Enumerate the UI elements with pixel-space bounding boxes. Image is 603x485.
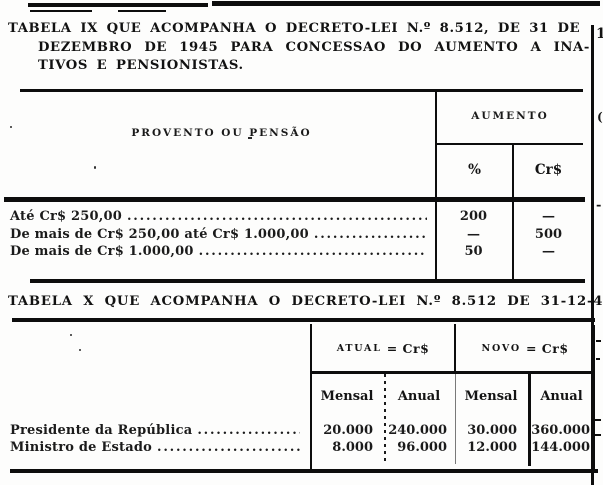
tabela10-bottom-rule [10, 469, 598, 473]
subheader-anual-novo: Anual [540, 388, 583, 404]
tabela10-groups-rule [310, 371, 595, 374]
tabela9-sub-divider [512, 145, 514, 280]
value-anual-novo: 144.000 [531, 439, 590, 455]
title-line: DEZEMBRO DE 1945 PARA CONCESSAO DO AUMEN… [38, 39, 590, 55]
group-header-atual: ATUAL = Cr$ [312, 325, 454, 371]
margin-mark: - [596, 198, 602, 213]
tabela9-header-rule [4, 197, 585, 202]
table-row: Até Cr$ 250,00 .........................… [8, 209, 585, 227]
margin-tick [595, 434, 601, 436]
tabela10-group-divider [454, 324, 456, 372]
margin-mark: ( [597, 110, 603, 124]
group-rest: = Cr$ [386, 340, 430, 356]
row-label-cell: Ministro de Estado .....................… [8, 440, 310, 457]
pct-value: — [467, 226, 480, 242]
tabela9-body: Até Cr$ 250,00 .........................… [8, 203, 585, 262]
value-anual-novo: 360.000 [531, 423, 590, 438]
row-label-cell: De mais de Cr$ 1.000,00 ................… [8, 244, 435, 262]
group-header-novo: NOVO = Cr$ [457, 325, 593, 371]
tabela10-top-rule [12, 318, 595, 322]
row-label: Presidente da República [10, 423, 193, 438]
row-label-cell: Presidente da República ................… [8, 423, 310, 440]
torn-top-rule [30, 10, 92, 12]
row-label: Ministro de Estado [10, 439, 152, 455]
tabela10-subheader-row: Mensal Anual Mensal Anual [310, 372, 595, 420]
tabela10-body: Presidente da República ................… [8, 420, 595, 456]
aumento-underline [437, 143, 583, 145]
value-anual-atual: 96.000 [397, 439, 447, 455]
table-row: De mais de Cr$ 250,00 até Cr$ 1.000,00 .… [8, 227, 585, 245]
value-mensal-novo: 30.000 [467, 423, 517, 438]
page-column-divider [591, 25, 594, 485]
torn-top-rule [118, 10, 166, 12]
table-row: Presidente da República ................… [8, 423, 595, 440]
provento-header-cell: PROVENTO OU PENSÃO [131, 127, 312, 139]
title-line: TIVOS E PENSIONISTAS. [38, 58, 244, 73]
tabela9-title: TABELA IX QUE ACOMPANHA O DECRETO-LEI N.… [8, 20, 590, 76]
dot-leader: ........................................… [197, 423, 300, 438]
group-rest: = Cr$ [525, 340, 569, 356]
value-mensal-novo: 12.000 [467, 439, 517, 455]
margin-tick [596, 340, 601, 342]
title-line: TABELA X QUE ACOMPANHA O DECRETO-LEI N.º… [8, 294, 603, 309]
row-label-cell: De mais de Cr$ 250,00 até Cr$ 1.000,00 .… [8, 227, 435, 245]
tabela10-left-divider [310, 324, 312, 469]
crs-value: — [542, 244, 555, 259]
dot-leader: ........................................… [157, 439, 300, 455]
ink-speck [94, 166, 96, 169]
tabela10-group-divider-light [454, 372, 456, 464]
crs-header-cell: Cr$ [534, 162, 563, 178]
dot-leader: ........................................… [313, 226, 427, 242]
row-label: Até Cr$ 250,00 [10, 209, 122, 224]
value-anual-atual: 240.000 [388, 423, 447, 438]
tabela9-bottom-rule [30, 279, 585, 283]
group-caps: ATUAL [336, 342, 382, 354]
dot-leader: ........................................… [126, 209, 427, 224]
row-label: De mais de Cr$ 1.000,00 [10, 244, 194, 259]
crs-value: — [542, 209, 555, 224]
group-caps: NOVO [481, 342, 521, 354]
torn-top-rule [28, 3, 208, 7]
ink-speck [248, 137, 252, 139]
margin-tick [595, 419, 601, 421]
torn-top-rule [212, 1, 600, 6]
tabela10-right-border [593, 325, 595, 469]
row-label-cell: Até Cr$ 250,00 .........................… [8, 209, 435, 227]
crs-value: 500 [534, 226, 563, 242]
table-row: De mais de Cr$ 1.000,00 ................… [8, 244, 585, 262]
title-line: TABELA IX QUE ACOMPANHA O DECRETO-LEI N.… [8, 21, 581, 36]
tabela9-top-rule [20, 89, 583, 92]
percent-header-cell: % [468, 162, 481, 178]
tabela10-title: TABELA X QUE ACOMPANHA O DECRETO-LEI N.º… [8, 293, 603, 312]
subheader-mensal-atual: Mensal [320, 388, 374, 404]
value-mensal-atual: 8.000 [332, 439, 373, 455]
table-row: Ministro de Estado .....................… [8, 440, 595, 457]
ink-speck [10, 126, 12, 128]
ink-speck [70, 334, 72, 336]
subheader-mensal-novo: Mensal [464, 388, 518, 404]
row-label: De mais de Cr$ 250,00 até Cr$ 1.000,00 [10, 226, 309, 242]
pct-value: 200 [459, 209, 488, 224]
tabela9-vertical-divider [435, 91, 437, 280]
subheader-anual-atual: Anual [397, 388, 441, 404]
tabela10-atual-sub-divider [384, 374, 386, 464]
margin-tick [596, 358, 600, 360]
aumento-header-cell: AUMENTO [471, 110, 549, 122]
pct-value: 50 [464, 244, 483, 259]
dot-leader: ........................................… [198, 244, 427, 259]
value-mensal-atual: 20.000 [323, 423, 373, 438]
margin-mark: 1 [596, 26, 603, 42]
tabela10-novo-sub-divider [528, 374, 531, 466]
ink-speck [79, 349, 81, 351]
